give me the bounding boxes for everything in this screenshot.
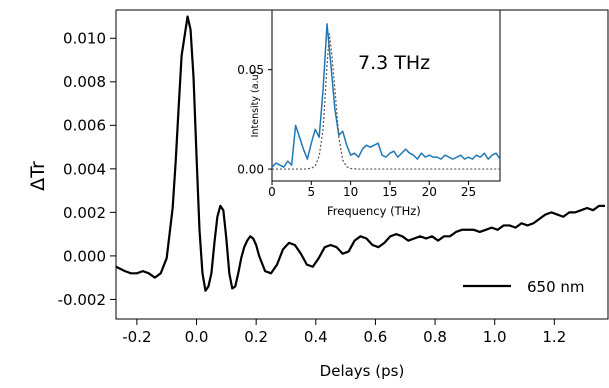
inset-x-axis-label: Frequency (THz) — [327, 204, 421, 218]
inset-series-group — [271, 23, 501, 170]
inset-y-tick-label: 0.05 — [237, 63, 264, 77]
main-y-tick-label: 0.006 — [63, 117, 106, 135]
x-axis-label: Delays (ps) — [320, 362, 405, 380]
inset-axis-ticks: 0 5 10 15 20 25 0.00 0.05 — [237, 63, 476, 199]
inset-x-tick-label: 0 — [268, 185, 276, 199]
inset-annotation: 7.3 THz — [358, 52, 430, 74]
main-axis-ticks: -0.2 0.0 0.2 0.4 0.6 0.8 1.0 1.2-0.0020.0000.00… — [58, 30, 567, 346]
inset-series-line — [272, 33, 500, 170]
inset-series-line — [271, 23, 501, 168]
main-x-tick-label: 0.0 — [185, 328, 209, 346]
main-series-line — [115, 15, 606, 292]
main-x-tick-label: 0.4 — [304, 328, 328, 346]
main-x-tick-label: 1.0 — [483, 328, 507, 346]
main-series-group — [115, 15, 606, 292]
main-x-tick-label: 1.2 — [542, 328, 566, 346]
main-y-tick-label: 0.002 — [63, 204, 106, 222]
main-y-tick-label: 0.000 — [63, 247, 106, 265]
main-x-tick-label: 0.2 — [244, 328, 268, 346]
inset-x-tick-label: 20 — [422, 185, 437, 199]
y-axis-label: ΔTr — [27, 161, 49, 191]
inset-plot-area — [271, 9, 501, 182]
main-x-tick-label: 0.6 — [363, 328, 387, 346]
legend-label: 650 nm — [527, 278, 585, 296]
inset-x-tick-label: 15 — [382, 185, 397, 199]
legend: 650 nm — [463, 278, 585, 296]
inset-background — [272, 10, 500, 181]
inset-x-tick-label: 10 — [343, 185, 358, 199]
main-y-tick-label: 0.008 — [63, 73, 106, 91]
inset-y-axis-label: Intensity (a.u) — [250, 71, 261, 138]
inset-x-tick-label: 25 — [461, 185, 476, 199]
inset-x-tick-label: 5 — [307, 185, 315, 199]
main-x-tick-label: -0.2 — [122, 328, 151, 346]
main-x-tick-label: 0.8 — [423, 328, 447, 346]
main-y-tick-label: 0.010 — [63, 30, 106, 48]
inset-y-tick-label: 0.00 — [237, 162, 264, 176]
main-y-tick-label: -0.002 — [58, 291, 106, 309]
main-y-tick-label: 0.004 — [63, 160, 106, 178]
